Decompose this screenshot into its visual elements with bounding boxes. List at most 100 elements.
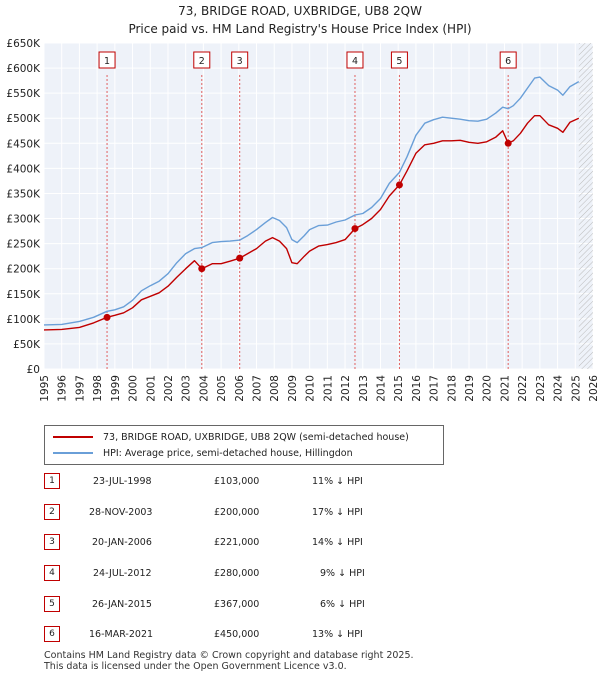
sale-marker-number: 5 xyxy=(396,56,402,67)
sale-hpi-diff: 11% ↓ HPI xyxy=(312,476,363,487)
sale-hpi-diff: 9% ↓ HPI xyxy=(320,568,365,579)
x-tick-label: 2015 xyxy=(393,375,405,402)
sale-marker-number: 3 xyxy=(237,56,243,67)
legend-label-price: 73, BRIDGE ROAD, UXBRIDGE, UB8 2QW (semi… xyxy=(103,431,409,443)
y-tick-label: £0 xyxy=(27,364,40,376)
x-tick-label: 2006 xyxy=(234,375,246,402)
x-tick-label: 1995 xyxy=(39,375,51,402)
sale-marker-number: 1 xyxy=(104,56,110,67)
sale-hpi-diff: 17% ↓ HPI xyxy=(312,507,363,518)
x-tick-label: 2022 xyxy=(517,375,529,402)
sale-marker-box xyxy=(231,51,249,69)
sale-marker-label: 4 xyxy=(44,565,60,581)
legend-swatch-price xyxy=(53,436,93,438)
table-row: 1 23-JUL-1998 £103,000 11% ↓ HPI xyxy=(0,473,600,493)
table-row: 4 24-JUL-2012 £280,000 9% ↓ HPI xyxy=(0,565,600,585)
sale-marker-label: 3 xyxy=(44,534,60,550)
sale-marker-label: 1 xyxy=(44,473,60,489)
x-tick-label: 2016 xyxy=(411,375,423,402)
sale-marker-number: 6 xyxy=(505,56,511,67)
y-tick-label: £550K xyxy=(6,88,41,100)
x-tick-label: 2018 xyxy=(446,375,458,402)
sale-point xyxy=(198,265,206,273)
x-tick-label: 2000 xyxy=(128,375,140,402)
y-tick-label: £150K xyxy=(6,289,41,301)
x-tick-label: 2007 xyxy=(252,375,264,402)
footer-copyright: Contains HM Land Registry data © Crown c… xyxy=(44,650,414,661)
sale-date: 16-MAR-2021 xyxy=(89,629,154,640)
y-tick-label: £500K xyxy=(6,113,41,125)
sale-marker-label: 2 xyxy=(44,504,60,520)
x-tick-label: 2004 xyxy=(198,375,210,402)
x-tick-label: 2011 xyxy=(322,375,334,402)
sale-marker-box xyxy=(98,51,116,69)
y-tick-label: £300K xyxy=(6,214,41,226)
sale-marker-box xyxy=(390,51,408,69)
sale-marker-box xyxy=(499,51,517,69)
y-tick-label: £350K xyxy=(6,188,41,200)
x-tick-label: 2020 xyxy=(482,375,494,402)
footer-licence: This data is licensed under the Open Gov… xyxy=(44,661,347,672)
sale-marker-label: 6 xyxy=(44,626,60,642)
x-tick-label: 1998 xyxy=(92,375,104,402)
x-tick-label: 2001 xyxy=(145,375,157,402)
sale-price: £280,000 xyxy=(214,568,260,579)
sale-marker-number: 2 xyxy=(199,56,205,67)
x-tick-label: 2012 xyxy=(340,375,352,402)
legend-item-price: 73, BRIDGE ROAD, UXBRIDGE, UB8 2QW (semi… xyxy=(53,429,409,445)
x-tick-label: 2014 xyxy=(375,375,387,402)
sale-marker-label: 5 xyxy=(44,596,60,612)
sale-marker-box xyxy=(193,51,211,69)
legend-label-hpi: HPI: Average price, semi-detached house,… xyxy=(103,447,353,459)
sale-price: £450,000 xyxy=(214,629,260,640)
sale-point xyxy=(504,139,512,147)
price-paid-line xyxy=(43,115,580,331)
legend-item-hpi: HPI: Average price, semi-detached house,… xyxy=(53,445,353,461)
sale-price: £103,000 xyxy=(214,476,260,487)
y-tick-label: £600K xyxy=(6,63,41,75)
sale-hpi-diff: 13% ↓ HPI xyxy=(312,629,363,640)
y-tick-label: £200K xyxy=(6,264,41,276)
y-tick-label: £650K xyxy=(6,38,41,50)
sale-price: £200,000 xyxy=(214,507,260,518)
sale-date: 24-JUL-2012 xyxy=(93,568,152,579)
chart-legend: 73, BRIDGE ROAD, UXBRIDGE, UB8 2QW (semi… xyxy=(44,425,444,465)
price-chart: 1 2 3 4 5 6 £0 £50K £100K £150K £200K £250K £300K £35… xyxy=(6,38,600,402)
sale-point xyxy=(351,225,359,233)
sale-price: £367,000 xyxy=(214,599,260,610)
sale-hpi-diff: 14% ↓ HPI xyxy=(312,537,363,548)
table-row: 3 20-JAN-2006 £221,000 14% ↓ HPI xyxy=(0,534,600,554)
x-tick-label: 2024 xyxy=(553,375,565,402)
sale-date: 28-NOV-2003 xyxy=(89,507,153,518)
sale-date: 20-JAN-2006 xyxy=(92,537,152,548)
sale-date: 26-JAN-2015 xyxy=(92,599,152,610)
sale-price: £221,000 xyxy=(214,537,260,548)
sale-point xyxy=(236,254,244,262)
sale-point xyxy=(395,181,403,189)
sale-date: 23-JUL-1998 xyxy=(93,476,152,487)
sale-point xyxy=(103,313,111,321)
y-tick-label: £450K xyxy=(6,138,41,150)
sale-marker-box xyxy=(346,51,364,69)
footer-notice: Contains HM Land Registry data © Crown c… xyxy=(44,650,414,672)
future-hatch-area xyxy=(578,43,593,369)
x-tick-label: 2009 xyxy=(287,375,299,402)
y-tick-label: £50K xyxy=(13,339,41,351)
hpi-line xyxy=(43,76,580,326)
y-tick-label: £400K xyxy=(6,163,41,175)
y-tick-label: £100K xyxy=(6,314,41,326)
sale-hpi-diff: 6% ↓ HPI xyxy=(320,599,365,610)
x-tick-label: 2021 xyxy=(499,375,511,402)
x-tick-label: 2025 xyxy=(570,375,582,402)
x-tick-label: 2023 xyxy=(535,375,547,402)
x-tick-label: 2005 xyxy=(216,375,228,402)
x-tick-label: 2002 xyxy=(163,375,175,402)
x-tick-label: 2017 xyxy=(429,375,441,402)
plot-area xyxy=(44,43,593,369)
x-tick-label: 2026 xyxy=(588,375,600,402)
sale-marker-number: 4 xyxy=(352,56,358,67)
x-tick-label: 1996 xyxy=(57,375,69,402)
chart-title: 73, BRIDGE ROAD, UXBRIDGE, UB8 2QW xyxy=(178,4,422,18)
y-tick-label: £250K xyxy=(6,239,41,251)
x-tick-label: 2010 xyxy=(305,375,317,402)
